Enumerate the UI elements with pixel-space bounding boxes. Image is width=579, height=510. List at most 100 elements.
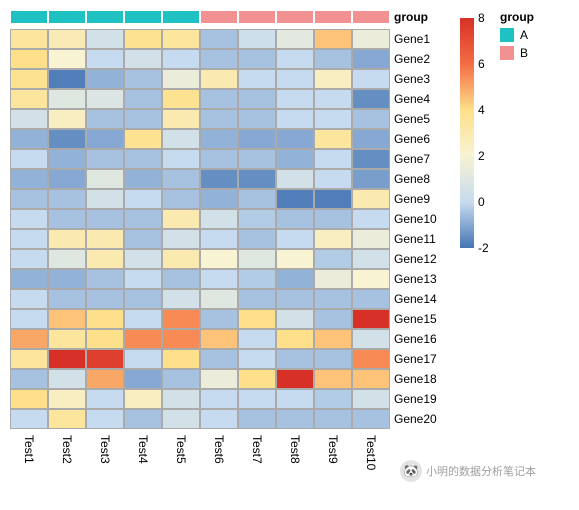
group-bar-cell	[200, 10, 238, 24]
group-bar-cell	[276, 10, 314, 24]
heatmap-cell	[276, 369, 314, 389]
heatmap-cell	[200, 89, 238, 109]
heatmap-cell	[200, 49, 238, 69]
row-label: Gene13	[390, 269, 437, 289]
row-label: Gene12	[390, 249, 437, 269]
heatmap-cell	[10, 109, 48, 129]
heatmap-cell	[276, 109, 314, 129]
heatmap-row: Gene8	[10, 169, 437, 189]
row-label: Gene6	[390, 129, 430, 149]
heatmap-cell	[238, 409, 276, 429]
heatmap-cell	[276, 169, 314, 189]
heatmap-cell	[200, 389, 238, 409]
heatmap-row: Gene18	[10, 369, 437, 389]
heatmap-cell	[86, 69, 124, 89]
heatmap-cell	[276, 209, 314, 229]
group-bar-cell	[238, 10, 276, 24]
heatmap-cell	[238, 329, 276, 349]
group-legend-item: A	[500, 28, 534, 42]
heatmap-cell	[314, 209, 352, 229]
heatmap-cell	[314, 109, 352, 129]
heatmap-cell	[124, 189, 162, 209]
heatmap-cell	[162, 69, 200, 89]
heatmap-cell	[200, 409, 238, 429]
color-legend-tick: 6	[478, 57, 485, 71]
heatmap-cell	[314, 189, 352, 209]
heatmap-cell	[162, 329, 200, 349]
row-label: Gene11	[390, 229, 436, 249]
color-legend-tick: -2	[478, 241, 489, 255]
heatmap-cell	[276, 269, 314, 289]
heatmap-cell	[276, 249, 314, 269]
heatmap-cell	[162, 149, 200, 169]
heatmap-cell	[200, 249, 238, 269]
heatmap-cell	[162, 409, 200, 429]
heatmap-cell	[200, 149, 238, 169]
heatmap-row: Gene15	[10, 309, 437, 329]
group-bar-cell	[10, 10, 48, 24]
heatmap-cell	[10, 69, 48, 89]
heatmap-cell	[314, 389, 352, 409]
heatmap-cell	[352, 349, 390, 369]
heatmap-row: Gene14	[10, 289, 437, 309]
heatmap-row: Gene20	[10, 409, 437, 429]
heatmap-cell	[162, 169, 200, 189]
watermark-text: 小明的数据分析笔记本	[426, 463, 536, 479]
heatmap-cell	[10, 269, 48, 289]
heatmap-cell	[314, 129, 352, 149]
group-bar-cell	[124, 10, 162, 24]
heatmap-cell	[124, 29, 162, 49]
heatmap-cell	[276, 29, 314, 49]
heatmap-cell	[124, 129, 162, 149]
heatmap-cell	[314, 169, 352, 189]
group-legend-item: B	[500, 46, 534, 60]
heatmap-cell	[200, 329, 238, 349]
heatmap-cell	[238, 149, 276, 169]
heatmap-cell	[86, 129, 124, 149]
heatmap-cell	[10, 249, 48, 269]
heatmap-cell	[86, 389, 124, 409]
group-bar-cell	[314, 10, 352, 24]
legend-label: B	[520, 46, 528, 60]
heatmap-cell	[276, 389, 314, 409]
heatmap-cell	[352, 189, 390, 209]
heatmap-row: Gene5	[10, 109, 437, 129]
heatmap-cell	[314, 249, 352, 269]
heatmap-cell	[48, 229, 86, 249]
heatmap-cell	[276, 89, 314, 109]
heatmap-cell	[10, 349, 48, 369]
heatmap-cell	[162, 89, 200, 109]
heatmap-cell	[200, 269, 238, 289]
group-bar-cell	[352, 10, 390, 24]
group-annotation-label: group	[390, 10, 428, 24]
color-legend-tick: 0	[478, 195, 485, 209]
column-label: Test2	[48, 433, 86, 485]
heatmap-cell	[48, 269, 86, 289]
heatmap-row: Gene3	[10, 69, 437, 89]
heatmap-cell	[86, 329, 124, 349]
group-bar-cell	[162, 10, 200, 24]
heatmap-cell	[10, 389, 48, 409]
heatmap-cell	[48, 349, 86, 369]
heatmap-cell	[124, 69, 162, 89]
heatmap-cell	[276, 189, 314, 209]
heatmap-cell	[352, 389, 390, 409]
row-label: Gene5	[390, 109, 430, 129]
heatmap-cell	[352, 249, 390, 269]
heatmap-cell	[124, 169, 162, 189]
color-legend-tick: 8	[478, 11, 485, 25]
heatmap-cell	[48, 149, 86, 169]
heatmap-area: groupGene1Gene2Gene3Gene4Gene5Gene6Gene7…	[10, 10, 437, 485]
heatmap-cell	[352, 209, 390, 229]
heatmap-cell	[10, 129, 48, 149]
heatmap-cell	[86, 249, 124, 269]
heatmap-cell	[352, 409, 390, 429]
row-label: Gene16	[390, 329, 437, 349]
heatmap-cell	[48, 409, 86, 429]
heatmap-cell	[276, 149, 314, 169]
heatmap-cell	[124, 409, 162, 429]
heatmap-cell	[124, 49, 162, 69]
heatmap-cell	[10, 229, 48, 249]
heatmap-cell	[238, 389, 276, 409]
heatmap-cell	[124, 229, 162, 249]
